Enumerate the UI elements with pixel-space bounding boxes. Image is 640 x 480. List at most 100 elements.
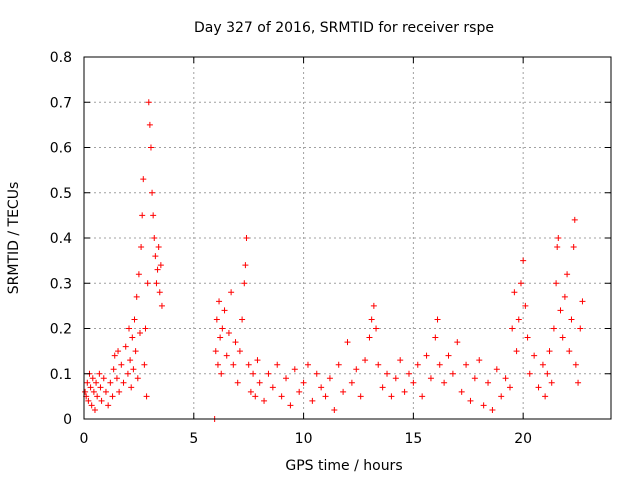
data-point [568, 316, 575, 323]
data-point [397, 357, 404, 364]
data-point [134, 375, 141, 382]
data-point [291, 366, 298, 373]
data-point [139, 212, 146, 219]
data-point [129, 334, 136, 341]
data-point [571, 216, 578, 223]
x-tick-label: 5 [189, 431, 198, 447]
y-tick-label: 0.8 [50, 50, 72, 66]
data-point [250, 370, 257, 377]
data-point [82, 388, 89, 395]
axis-ticks [83, 56, 611, 420]
data-point [218, 370, 225, 377]
data-point [322, 393, 329, 400]
data-point [113, 375, 120, 382]
data-point [509, 325, 516, 332]
data-point [239, 316, 246, 323]
data-point [436, 361, 443, 368]
data-point [544, 370, 551, 377]
data-point [228, 289, 235, 296]
data-point [145, 99, 152, 106]
data-point [476, 357, 483, 364]
data-point [141, 361, 148, 368]
data-point [388, 393, 395, 400]
data-point [524, 334, 531, 341]
data-point [100, 375, 107, 382]
data-point [223, 352, 230, 359]
data-point [107, 379, 114, 386]
data-point [143, 393, 150, 400]
data-point [432, 334, 439, 341]
x-tick-label: 0 [80, 431, 89, 447]
data-point [561, 293, 568, 300]
data-point [471, 375, 478, 382]
data-point [115, 348, 122, 355]
y-tick-label: 0 [63, 412, 72, 428]
data-point [247, 388, 254, 395]
data-point [261, 397, 268, 404]
data-point [546, 348, 553, 355]
x-tick-label: 10 [295, 431, 313, 447]
data-point [458, 388, 465, 395]
data-point [522, 302, 529, 309]
data-point [234, 379, 241, 386]
data-point [131, 316, 138, 323]
data-point [575, 379, 582, 386]
data-point [353, 366, 360, 373]
data-point [366, 334, 373, 341]
data-point [373, 325, 380, 332]
data-point [241, 280, 248, 287]
data-point [554, 244, 561, 251]
data-point [146, 121, 153, 128]
data-point [480, 402, 487, 409]
data-point [269, 384, 276, 391]
data-point [142, 325, 149, 332]
data-point [511, 289, 518, 296]
data-point [517, 280, 524, 287]
data-point [126, 325, 133, 332]
data-point [313, 370, 320, 377]
data-point [156, 289, 163, 296]
data-point [300, 379, 307, 386]
data-point [423, 352, 430, 359]
data-point [132, 348, 139, 355]
data-point [557, 307, 564, 314]
data-point [153, 280, 160, 287]
data-point [553, 280, 560, 287]
y-tick-label: 0.4 [50, 231, 72, 247]
data-point [520, 257, 527, 264]
data-point [216, 298, 223, 305]
data-point [559, 334, 566, 341]
y-axis-label: SRMTID / TECUs [6, 182, 22, 295]
data-point [232, 339, 239, 346]
data-point [110, 366, 117, 373]
data-point [564, 271, 571, 278]
data-point [555, 235, 562, 241]
data-point [254, 357, 261, 364]
data-point [375, 361, 382, 368]
data-point [384, 370, 391, 377]
data-point [265, 370, 272, 377]
y-tick-label: 0.1 [50, 367, 72, 383]
data-point [344, 339, 351, 346]
data-point [144, 280, 151, 287]
data-point [243, 235, 250, 241]
data-point [109, 393, 116, 400]
data-point [566, 348, 573, 355]
data-point [90, 388, 97, 395]
data-point [502, 375, 509, 382]
data-point [577, 325, 584, 332]
data-point [91, 406, 98, 413]
data-point [278, 393, 285, 400]
chart-title: Day 327 of 2016, SRMTID for receiver rsp… [194, 20, 494, 36]
data-point [493, 366, 500, 373]
grid-lines [84, 57, 611, 419]
data-point [140, 176, 147, 183]
data-point [392, 375, 399, 382]
data-point [542, 393, 549, 400]
data-point [274, 361, 281, 368]
x-tick-label: 15 [404, 431, 422, 447]
data-point [513, 348, 520, 355]
data-point [506, 384, 513, 391]
data-point [97, 384, 104, 391]
data-point [445, 352, 452, 359]
